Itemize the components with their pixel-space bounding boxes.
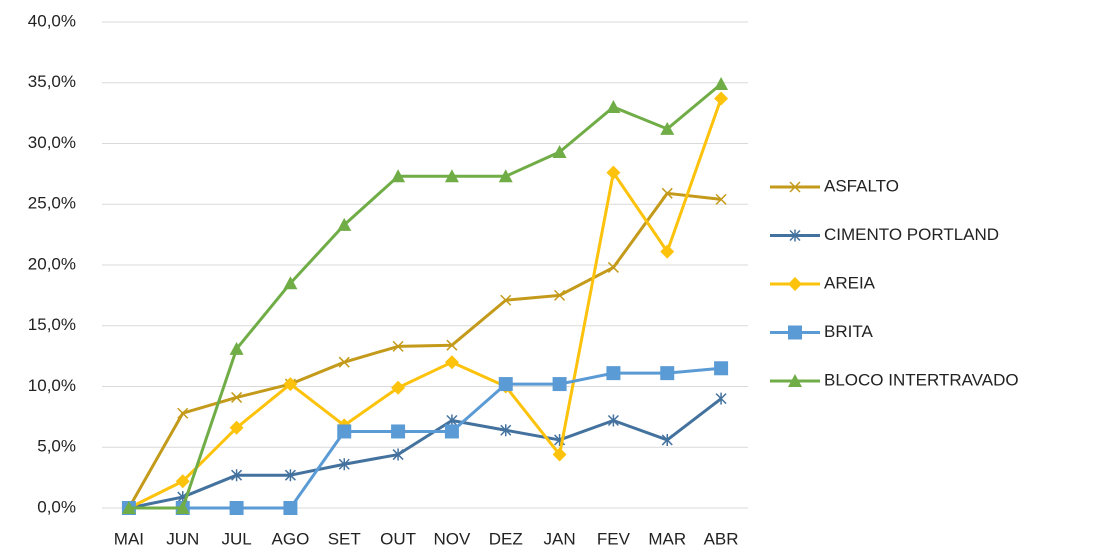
marker bbox=[121, 501, 136, 514]
x-tick-label: JUN bbox=[166, 529, 199, 548]
marker bbox=[231, 469, 243, 482]
marker bbox=[283, 276, 298, 290]
marker bbox=[715, 193, 727, 205]
series-line bbox=[128, 82, 723, 510]
marker bbox=[337, 217, 352, 231]
x-tick-label: OUT bbox=[380, 529, 416, 548]
marker bbox=[660, 121, 675, 135]
marker bbox=[661, 433, 673, 446]
legend-marker bbox=[789, 229, 801, 242]
marker bbox=[391, 424, 406, 439]
y-tick-label: 20,0% bbox=[28, 254, 76, 273]
marker bbox=[500, 294, 512, 306]
marker bbox=[229, 341, 244, 355]
y-tick-label: 0,0% bbox=[37, 497, 76, 516]
marker bbox=[606, 165, 621, 180]
y-tick-label: 15,0% bbox=[28, 315, 76, 334]
marker bbox=[552, 377, 567, 392]
marker bbox=[714, 76, 729, 90]
marker bbox=[498, 377, 513, 392]
legend-label: CIMENTO PORTLAND bbox=[824, 225, 999, 244]
series-line bbox=[128, 397, 722, 510]
marker bbox=[714, 91, 729, 106]
marker bbox=[338, 356, 350, 368]
legend-label: AREIA bbox=[824, 273, 876, 292]
x-tick-label: MAR bbox=[648, 529, 686, 548]
legend-marker bbox=[788, 277, 802, 291]
marker bbox=[283, 377, 298, 392]
legend-marker bbox=[788, 325, 802, 340]
marker bbox=[391, 380, 406, 395]
marker bbox=[607, 414, 619, 427]
marker bbox=[714, 361, 729, 376]
marker bbox=[283, 501, 298, 515]
x-tick-label: JUL bbox=[221, 529, 251, 548]
y-tick-label: 5,0% bbox=[37, 437, 76, 456]
marker bbox=[392, 448, 404, 461]
marker bbox=[392, 340, 404, 352]
series-line bbox=[128, 98, 723, 510]
x-tick-label: FEV bbox=[597, 529, 631, 548]
legend-label: BLOCO INTERTRAVADO bbox=[824, 370, 1019, 389]
marker bbox=[444, 424, 459, 439]
legend-marker bbox=[789, 181, 801, 193]
y-tick-label: 40,0% bbox=[28, 11, 76, 30]
x-tick-label: DEZ bbox=[489, 529, 523, 548]
marker bbox=[284, 469, 296, 482]
marker bbox=[229, 501, 244, 515]
marker bbox=[715, 392, 727, 405]
legend-label: BRITA bbox=[824, 322, 873, 341]
x-tick-label: JAN bbox=[544, 529, 576, 548]
marker bbox=[498, 169, 513, 183]
marker bbox=[444, 169, 459, 183]
marker bbox=[175, 501, 190, 514]
marker bbox=[229, 420, 244, 435]
marker bbox=[175, 474, 190, 489]
marker bbox=[337, 424, 352, 439]
x-tick-label: SET bbox=[328, 529, 361, 548]
marker bbox=[606, 100, 621, 114]
y-tick-label: 10,0% bbox=[28, 376, 76, 395]
series-line bbox=[128, 366, 722, 510]
marker bbox=[391, 169, 406, 183]
legend-label: ASFALTO bbox=[824, 176, 899, 195]
marker bbox=[177, 407, 189, 419]
marker bbox=[606, 366, 621, 381]
marker bbox=[554, 289, 566, 301]
x-tick-label: AGO bbox=[272, 529, 310, 548]
marker bbox=[607, 261, 619, 273]
y-tick-label: 25,0% bbox=[28, 194, 76, 213]
marker bbox=[552, 447, 567, 462]
marker bbox=[444, 355, 459, 370]
marker bbox=[660, 244, 675, 259]
legend-marker bbox=[788, 374, 802, 387]
marker bbox=[660, 366, 675, 381]
marker bbox=[500, 424, 512, 437]
x-tick-label: ABR bbox=[704, 529, 739, 548]
y-tick-label: 30,0% bbox=[28, 133, 76, 152]
marker bbox=[231, 391, 243, 403]
marker bbox=[552, 145, 567, 159]
marker bbox=[661, 187, 673, 199]
series-line bbox=[127, 191, 722, 509]
x-tick-label: MAI bbox=[114, 529, 144, 548]
marker bbox=[446, 339, 458, 351]
y-tick-label: 35,0% bbox=[28, 72, 76, 91]
marker bbox=[338, 458, 350, 471]
x-tick-label: NOV bbox=[433, 529, 471, 548]
